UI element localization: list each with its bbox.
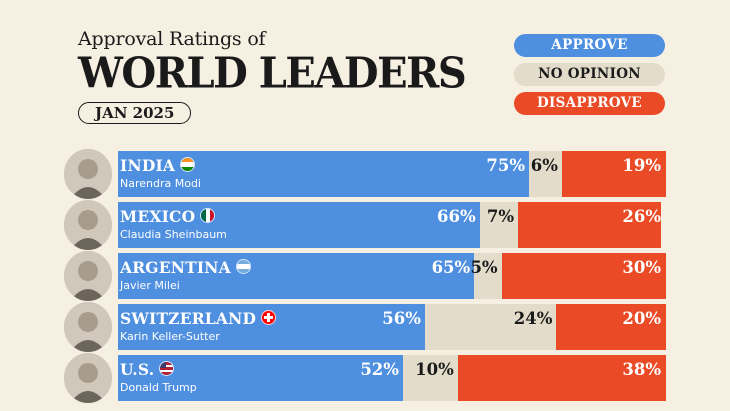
country-label: U.S. — [120, 360, 175, 379]
leader-portrait — [64, 302, 112, 352]
data-label-disapprove: 19% — [622, 156, 661, 175]
data-label-no-opinion: 24% — [513, 309, 553, 328]
country-name: MEXICO — [120, 207, 196, 226]
data-label-approve: 52% — [360, 360, 399, 379]
leader-portrait — [64, 200, 112, 250]
switzerland-flag-icon — [261, 310, 277, 325]
data-label-no-opinion: 7% — [486, 207, 515, 226]
data-label-approve: 65% — [431, 258, 471, 277]
argentina-flag-icon — [235, 259, 251, 274]
bar-segment-no-opinion — [529, 151, 563, 197]
country-name: SWITZERLAND — [120, 309, 257, 328]
stacked-bar-chart: 75% 6% 19% INDIA Narendra Modi 66% 7% 26% MEXICO… — [64, 149, 666, 406]
data-label-disapprove: 38% — [622, 360, 661, 379]
bar-row-india: 75% 6% 19% INDIA Narendra Modi — [64, 149, 666, 199]
title-block: Approval Ratings of WORLD LEADERS JAN 20… — [78, 28, 467, 124]
data-label-no-opinion: 10% — [415, 360, 454, 379]
country-name: INDIA — [120, 156, 176, 175]
bar-segment-no-opinion — [479, 202, 519, 248]
bar-segment-approve — [118, 253, 475, 299]
leader-name: Karin Keller-Sutter — [120, 330, 220, 343]
india-flag-icon — [180, 157, 196, 172]
country-name: U.S. — [120, 360, 155, 379]
bar-row-switzerland: 56% 24% 20% SWITZERLAND Karin Keller-Sutter — [64, 302, 666, 352]
bar-row-us: 52% 10% 38% U.S. Donald Trump — [64, 353, 666, 403]
leader-portrait — [64, 149, 112, 199]
country-label: SWITZERLAND — [120, 309, 277, 328]
bar-segment-no-opinion — [402, 355, 459, 401]
country-label: ARGENTINA — [120, 258, 251, 277]
leader-portrait — [64, 251, 112, 301]
bar-segment-approve — [118, 202, 481, 248]
leader-name: Javier Milei — [120, 279, 180, 292]
bar-segment-no-opinion — [474, 253, 503, 299]
bar-row-mexico: 66% 7% 26% MEXICO Claudia Sheinbaum — [64, 200, 666, 250]
leader-name: Claudia Sheinbaum — [120, 228, 227, 241]
data-label-disapprove: 20% — [622, 309, 661, 328]
bar-segment-disapprove — [561, 151, 666, 197]
date-badge: JAN 2025 — [78, 102, 192, 124]
country-label: MEXICO — [120, 207, 216, 226]
bar-segment-disapprove — [457, 355, 666, 401]
leader-portrait — [64, 353, 112, 403]
chart-title: WORLD LEADERS — [78, 48, 467, 99]
data-label-approve: 56% — [382, 309, 421, 328]
bar-segment-disapprove — [518, 202, 661, 248]
country-name: ARGENTINA — [120, 258, 231, 277]
data-label-no-opinion: 6% — [530, 156, 558, 175]
leader-name: Donald Trump — [120, 381, 197, 394]
data-label-disapprove: 30% — [622, 258, 661, 277]
mexico-flag-icon — [200, 208, 216, 223]
data-label-disapprove: 26% — [622, 207, 661, 226]
legend-item-no-opinion: NO OPINION — [514, 63, 665, 86]
bar-row-argentina: 65% 5% 30% ARGENTINA Javier Milei — [64, 251, 666, 301]
data-label-no-opinion: 5% — [470, 258, 498, 277]
bar-segment-disapprove — [501, 253, 666, 299]
legend-item-disapprove: DISAPPROVE — [514, 92, 665, 115]
data-label-approve: 75% — [486, 156, 525, 175]
usa-flag-icon — [159, 361, 175, 376]
leader-name: Narendra Modi — [120, 177, 201, 190]
legend-item-approve: APPROVE — [514, 34, 665, 57]
bar-segment-no-opinion — [424, 304, 557, 350]
legend: APPROVE NO OPINION DISAPPROVE — [514, 34, 665, 121]
chart-subtitle: Approval Ratings of — [78, 28, 266, 50]
data-label-approve: 66% — [437, 207, 476, 226]
country-label: INDIA — [120, 156, 196, 175]
bar-segment-disapprove — [556, 304, 666, 350]
